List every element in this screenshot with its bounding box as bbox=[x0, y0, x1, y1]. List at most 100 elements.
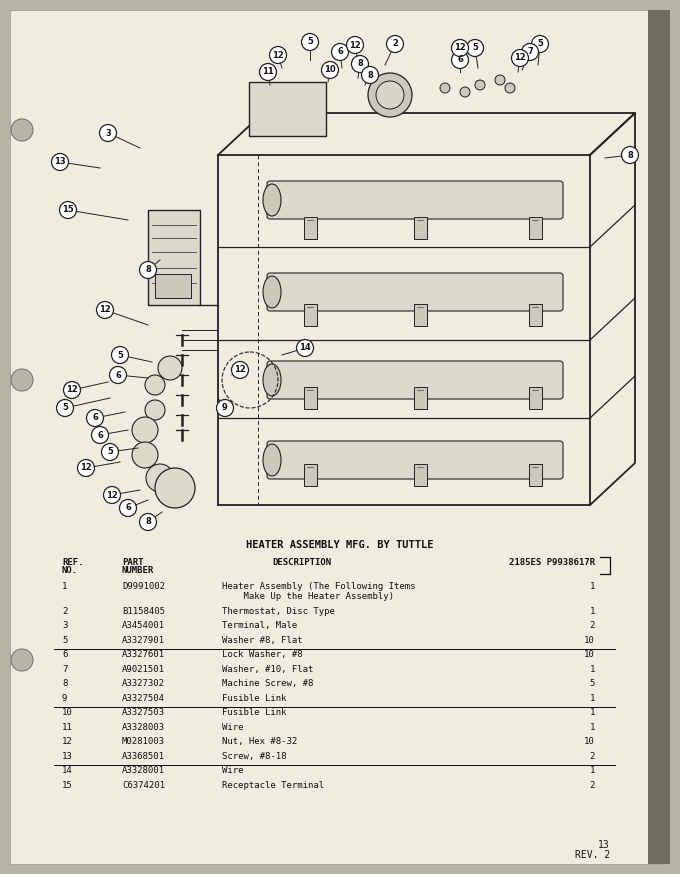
Text: REV. 2: REV. 2 bbox=[575, 850, 610, 860]
Text: 6: 6 bbox=[92, 413, 98, 422]
Text: 14: 14 bbox=[62, 766, 73, 775]
Circle shape bbox=[11, 649, 33, 671]
Text: 15: 15 bbox=[62, 205, 74, 214]
Text: 1: 1 bbox=[590, 664, 595, 674]
Text: 5: 5 bbox=[107, 447, 113, 456]
Text: Make Up the Heater Assembly): Make Up the Heater Assembly) bbox=[222, 593, 394, 601]
Text: 1: 1 bbox=[590, 582, 595, 591]
Text: 12: 12 bbox=[234, 365, 246, 374]
Text: A3368501: A3368501 bbox=[122, 752, 165, 760]
Text: 2: 2 bbox=[590, 752, 595, 760]
Text: 6: 6 bbox=[97, 431, 103, 440]
FancyBboxPatch shape bbox=[414, 304, 427, 326]
Circle shape bbox=[52, 154, 69, 170]
Text: 9: 9 bbox=[62, 694, 67, 703]
Text: HEATER ASSEMBLY MFG. BY TUTTLE: HEATER ASSEMBLY MFG. BY TUTTLE bbox=[246, 540, 434, 550]
Text: D9991002: D9991002 bbox=[122, 582, 165, 591]
Circle shape bbox=[99, 124, 116, 142]
Text: DESCRIPTION: DESCRIPTION bbox=[273, 558, 332, 567]
Text: 14: 14 bbox=[299, 343, 311, 352]
Circle shape bbox=[11, 369, 33, 391]
FancyBboxPatch shape bbox=[155, 274, 191, 298]
Text: A3454001: A3454001 bbox=[122, 621, 165, 630]
Text: NO.: NO. bbox=[62, 566, 78, 575]
Text: A3328001: A3328001 bbox=[122, 766, 165, 775]
Text: 11: 11 bbox=[62, 723, 73, 732]
Circle shape bbox=[460, 87, 470, 97]
Text: 12: 12 bbox=[272, 51, 284, 59]
Text: 2: 2 bbox=[62, 607, 67, 615]
Text: Lock Washer, #8: Lock Washer, #8 bbox=[222, 650, 303, 659]
Circle shape bbox=[452, 52, 469, 68]
Text: 10: 10 bbox=[584, 635, 595, 645]
Text: 13: 13 bbox=[598, 840, 610, 850]
Circle shape bbox=[92, 427, 109, 443]
Circle shape bbox=[368, 73, 412, 117]
Text: 9: 9 bbox=[222, 404, 228, 413]
FancyBboxPatch shape bbox=[648, 10, 670, 864]
Circle shape bbox=[452, 39, 469, 57]
Text: 2: 2 bbox=[590, 780, 595, 789]
Text: B1158405: B1158405 bbox=[122, 607, 165, 615]
Text: 5: 5 bbox=[117, 350, 123, 359]
Circle shape bbox=[86, 410, 103, 427]
Text: 12: 12 bbox=[62, 737, 73, 746]
Text: 6: 6 bbox=[457, 56, 463, 65]
Circle shape bbox=[362, 66, 379, 84]
Text: A3327901: A3327901 bbox=[122, 635, 165, 645]
Text: 8: 8 bbox=[62, 679, 67, 688]
Circle shape bbox=[103, 487, 120, 503]
Text: A3327503: A3327503 bbox=[122, 708, 165, 718]
Text: 8: 8 bbox=[145, 266, 151, 274]
Text: Receptacle Terminal: Receptacle Terminal bbox=[222, 780, 324, 789]
Text: 12: 12 bbox=[514, 53, 526, 63]
Text: Nut, Hex #8-32: Nut, Hex #8-32 bbox=[222, 737, 297, 746]
Circle shape bbox=[139, 261, 156, 279]
Text: C6374201: C6374201 bbox=[122, 780, 165, 789]
Circle shape bbox=[60, 202, 76, 218]
Circle shape bbox=[376, 81, 404, 109]
Circle shape bbox=[352, 56, 369, 73]
Circle shape bbox=[11, 119, 33, 141]
FancyBboxPatch shape bbox=[529, 217, 542, 239]
Circle shape bbox=[216, 399, 233, 417]
Circle shape bbox=[112, 346, 129, 364]
Text: 1: 1 bbox=[590, 708, 595, 718]
Text: Wire: Wire bbox=[222, 766, 243, 775]
Text: 12: 12 bbox=[454, 44, 466, 52]
FancyBboxPatch shape bbox=[267, 361, 563, 399]
Circle shape bbox=[63, 381, 80, 399]
FancyBboxPatch shape bbox=[414, 217, 427, 239]
Text: 12: 12 bbox=[106, 490, 118, 500]
Circle shape bbox=[511, 50, 528, 66]
FancyBboxPatch shape bbox=[529, 304, 542, 326]
Text: 6: 6 bbox=[125, 503, 131, 512]
Circle shape bbox=[158, 356, 182, 380]
FancyBboxPatch shape bbox=[148, 210, 200, 305]
Circle shape bbox=[109, 366, 126, 384]
Text: 11: 11 bbox=[262, 67, 274, 77]
Text: Terminal, Male: Terminal, Male bbox=[222, 621, 297, 630]
Text: Washer #8, Flat: Washer #8, Flat bbox=[222, 635, 303, 645]
Circle shape bbox=[132, 442, 158, 468]
Text: 1: 1 bbox=[590, 766, 595, 775]
FancyBboxPatch shape bbox=[304, 464, 317, 486]
Text: A3327601: A3327601 bbox=[122, 650, 165, 659]
Ellipse shape bbox=[263, 444, 281, 476]
Text: 3: 3 bbox=[105, 128, 111, 137]
Circle shape bbox=[139, 514, 156, 531]
FancyBboxPatch shape bbox=[267, 441, 563, 479]
Text: 12: 12 bbox=[80, 463, 92, 473]
FancyBboxPatch shape bbox=[267, 273, 563, 311]
Text: Fusible Link: Fusible Link bbox=[222, 694, 286, 703]
Text: 5: 5 bbox=[472, 44, 478, 52]
Text: Screw, #8-18: Screw, #8-18 bbox=[222, 752, 286, 760]
Text: 5: 5 bbox=[62, 635, 67, 645]
Circle shape bbox=[475, 80, 485, 90]
Text: 7: 7 bbox=[62, 664, 67, 674]
Circle shape bbox=[145, 375, 165, 395]
Circle shape bbox=[78, 460, 95, 476]
Text: Wire: Wire bbox=[222, 723, 243, 732]
Text: 8: 8 bbox=[627, 150, 633, 159]
Text: 2: 2 bbox=[590, 621, 595, 630]
